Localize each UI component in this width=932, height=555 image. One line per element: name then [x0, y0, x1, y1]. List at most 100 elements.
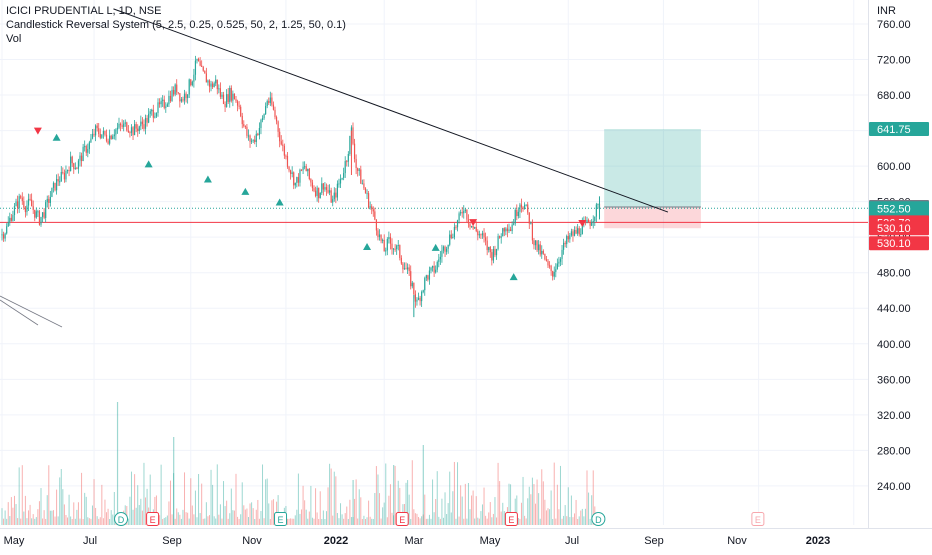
candle-body — [210, 83, 212, 87]
volume-bar — [29, 504, 31, 525]
volume-bar — [519, 518, 521, 525]
volume-bar — [480, 511, 482, 525]
candle-body — [414, 294, 416, 302]
volume-bar — [301, 509, 303, 525]
candle-body — [121, 125, 123, 127]
candle-body — [371, 206, 373, 210]
candle-body — [74, 168, 76, 170]
price-tag-label: 641.75 — [877, 124, 911, 136]
candle-body — [396, 245, 398, 250]
candle-body — [51, 187, 53, 197]
candle-body — [541, 250, 543, 255]
volume-bar — [588, 492, 590, 525]
volume-bar — [580, 510, 582, 525]
volume-bar — [344, 513, 346, 525]
candle-body — [369, 206, 371, 208]
volume-bar — [508, 483, 510, 525]
volume-bar — [233, 510, 235, 525]
candle-body — [489, 246, 491, 253]
candle-body — [141, 121, 143, 125]
volume-bar — [364, 518, 366, 525]
candle-body — [109, 135, 111, 144]
candle-body — [314, 190, 317, 196]
volume-bar — [496, 517, 498, 525]
volume-bar — [154, 496, 156, 525]
x-tick-label: Sep — [644, 535, 664, 547]
volume-bar — [553, 462, 555, 525]
candle-body — [550, 265, 552, 272]
volume-bar — [442, 517, 444, 525]
volume-bar — [332, 515, 334, 525]
candle-body — [207, 80, 209, 83]
candle-body — [308, 168, 310, 180]
volume-bar — [461, 496, 463, 525]
y-tick-label: 320.00 — [877, 410, 911, 422]
volume-bar — [6, 518, 8, 525]
volume-bar — [104, 499, 106, 525]
volume-bar — [463, 518, 465, 525]
volume-bar — [517, 517, 519, 525]
candle-body — [355, 158, 357, 169]
volume-bar — [187, 512, 189, 525]
volume-bar — [38, 501, 40, 525]
candle-body — [148, 113, 150, 123]
chart-title[interactable]: ICICI PRUDENTIAL L, 1D, NSE — [6, 5, 162, 17]
volume-bar — [577, 518, 579, 525]
candle-body — [254, 139, 256, 143]
volume-bar — [475, 496, 477, 525]
volume-bar — [107, 508, 109, 525]
candle-body — [324, 187, 326, 190]
candle-body — [129, 132, 131, 134]
volume-bar — [528, 486, 530, 525]
candle-body — [527, 204, 529, 213]
candle-body — [470, 225, 473, 227]
volume-bar — [583, 516, 585, 525]
candle-body — [246, 126, 248, 136]
volume-bar — [591, 495, 593, 525]
indicator-label[interactable]: Candlestick Reversal System (5, 2.5, 0.2… — [6, 19, 346, 31]
volume-bar — [79, 518, 81, 525]
volume-bar — [346, 506, 348, 525]
candle-body — [416, 299, 418, 302]
candle-body — [480, 234, 482, 236]
volume-bar — [393, 465, 395, 525]
candle-body — [249, 135, 251, 142]
volume-bar — [502, 502, 504, 525]
candle-body — [305, 166, 307, 172]
volume-bar — [262, 464, 264, 525]
x-tick-label: Nov — [242, 535, 262, 547]
volume-bar — [240, 514, 242, 525]
volume-bar — [422, 514, 424, 525]
candle-body — [59, 181, 61, 183]
candle-body — [54, 182, 56, 191]
candle-body — [300, 169, 303, 171]
candle-body — [6, 226, 8, 234]
reversal-up-marker — [241, 187, 250, 195]
candle-body — [517, 211, 519, 217]
volume-bar — [446, 514, 448, 525]
event-marker-letter: E — [278, 515, 284, 525]
candle-body — [577, 228, 579, 234]
candle-body — [338, 183, 340, 185]
volume-bar — [338, 518, 340, 525]
candle-body — [469, 223, 471, 227]
candle-body — [458, 213, 460, 221]
volume-bar — [76, 509, 78, 525]
price-tag-label: 552.50 — [877, 203, 911, 215]
candle-body — [143, 124, 145, 129]
volume-bar — [425, 518, 427, 525]
volume-bar — [268, 503, 270, 525]
candle-body — [230, 87, 232, 101]
candle-body — [70, 156, 72, 172]
volume-bar — [288, 518, 290, 525]
candle-body — [213, 83, 215, 88]
candle-body — [144, 117, 147, 129]
candle-body — [491, 252, 493, 261]
candle-body — [570, 231, 572, 236]
candle-body — [388, 237, 390, 240]
volume-label[interactable]: Vol — [6, 33, 22, 45]
volume-bar — [184, 472, 186, 525]
volume-bar — [12, 507, 14, 525]
